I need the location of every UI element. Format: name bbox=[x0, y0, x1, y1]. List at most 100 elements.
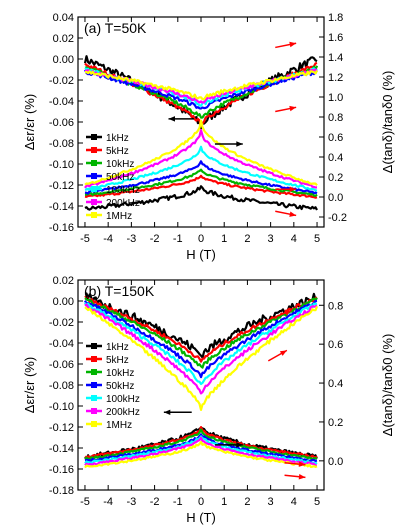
legend-label-1MHz: 1MHz bbox=[106, 211, 132, 222]
y-tick-label-left: -0.16 bbox=[49, 222, 74, 234]
legend-marker-10kHz bbox=[91, 369, 97, 375]
y-tick-label-left: -0.06 bbox=[49, 359, 74, 371]
panel-label: (b) T=150K bbox=[84, 283, 155, 299]
series-layer bbox=[84, 292, 319, 469]
y-tick-label-left: -0.14 bbox=[49, 443, 74, 455]
legend-label-100kHz: 100kHz bbox=[106, 185, 140, 196]
arrow-right-axis-head bbox=[236, 141, 243, 147]
loss-line-100kHz bbox=[84, 435, 318, 465]
legend-marker-1MHz bbox=[91, 421, 97, 427]
y-tick-label-left: -0.10 bbox=[49, 159, 74, 171]
legend-label-5kHz: 5kHz bbox=[106, 355, 129, 366]
legend-label-50kHz: 50kHz bbox=[106, 172, 134, 183]
x-tick-label: -4 bbox=[103, 496, 113, 508]
x-axis-label: H (T) bbox=[186, 510, 216, 525]
x-tick-label: -2 bbox=[150, 233, 160, 245]
legend-label-1MHz: 1MHz bbox=[106, 420, 132, 431]
y-tick-label-right: 0.6 bbox=[328, 132, 343, 144]
loss-line-1MHz bbox=[84, 119, 318, 187]
y-tick-label-left: -0.12 bbox=[49, 180, 74, 192]
y-tick-label-left: -0.02 bbox=[49, 75, 74, 87]
arrow-left-axis-head bbox=[163, 409, 171, 415]
y-tick-label-left: 0.00 bbox=[53, 54, 74, 66]
y-tick-label-right: 0.2 bbox=[328, 172, 343, 184]
y-tick-label-right: 1.8 bbox=[328, 12, 343, 24]
legend-marker-200kHz bbox=[91, 199, 97, 205]
y-tick-label-left: -0.14 bbox=[49, 201, 74, 213]
dielectric-line-200kHz bbox=[84, 303, 318, 395]
y-tick-label-left: -0.04 bbox=[49, 338, 74, 350]
dielectric-line-1MHz bbox=[84, 305, 319, 411]
y-tick-label-right: 0.0 bbox=[328, 192, 343, 204]
y-tick-label-left: 0.04 bbox=[53, 12, 74, 24]
y-tick-label-right: 0.4 bbox=[328, 378, 343, 390]
loss-line-5kHz bbox=[84, 174, 318, 199]
y-tick-label-right: 1.0 bbox=[328, 92, 343, 104]
x-tick-label: 3 bbox=[268, 496, 274, 508]
x-tick-label: -5 bbox=[80, 496, 90, 508]
legend-label-10kHz: 10kHz bbox=[106, 368, 134, 379]
y-tick-label-right: 0.6 bbox=[328, 339, 343, 351]
y-tick-label-right: 0.0 bbox=[328, 456, 343, 468]
y-tick-label-right: 0.4 bbox=[328, 152, 343, 164]
y-axis-label-left: Δεr/εr (%) bbox=[22, 357, 37, 413]
legend-label-100kHz: 100kHz bbox=[106, 394, 140, 405]
sweep-arrow-head bbox=[289, 41, 297, 48]
y-tick-label-left: -0.08 bbox=[49, 380, 74, 392]
y-tick-label-left: -0.02 bbox=[49, 317, 74, 329]
legend-label-10kHz: 10kHz bbox=[106, 159, 134, 170]
sweep-arrow-head bbox=[289, 186, 297, 192]
x-tick-label: 4 bbox=[291, 496, 297, 508]
legend-marker-1kHz bbox=[91, 343, 97, 349]
x-tick-label: 0 bbox=[198, 233, 204, 245]
x-tick-label: -1 bbox=[173, 233, 183, 245]
x-tick-label: 5 bbox=[314, 233, 320, 245]
x-tick-label: -1 bbox=[173, 496, 183, 508]
x-tick-label: -2 bbox=[150, 496, 160, 508]
sweep-arrow-head bbox=[284, 310, 292, 316]
x-tick-label: 3 bbox=[268, 233, 274, 245]
x-axis-label: H (T) bbox=[186, 247, 216, 262]
arrow-right-axis-head bbox=[236, 442, 243, 448]
dielectric-line-50kHz bbox=[83, 69, 318, 110]
legend-label-200kHz: 200kHz bbox=[106, 407, 140, 418]
legend-marker-50kHz bbox=[91, 173, 97, 179]
sweep-arrow-head bbox=[289, 105, 297, 112]
loss-line-200kHz bbox=[84, 129, 318, 189]
y-tick-label-left: -0.12 bbox=[49, 422, 74, 434]
y-axis-label-right: Δ(tanδ)/tanδ0 (%) bbox=[380, 334, 395, 437]
loss-line-100kHz bbox=[84, 145, 318, 192]
x-tick-label: 1 bbox=[221, 496, 227, 508]
y-tick-label-left: 0.02 bbox=[53, 275, 74, 287]
sweep-arrow-head bbox=[279, 350, 287, 356]
legend-label-1kHz: 1kHz bbox=[106, 342, 129, 353]
y-tick-label-right: 0.8 bbox=[328, 112, 343, 124]
y-tick-label-left: -0.10 bbox=[49, 401, 74, 413]
x-tick-label: 2 bbox=[244, 496, 250, 508]
sweep-arrow-head bbox=[289, 211, 297, 217]
y-tick-label-right: 0.8 bbox=[328, 300, 343, 312]
loss-line-1kHz bbox=[84, 185, 318, 211]
x-tick-label: -3 bbox=[126, 496, 136, 508]
series-layer bbox=[83, 55, 319, 211]
legend-marker-100kHz bbox=[91, 186, 97, 192]
y-tick-label-right: 1.2 bbox=[328, 72, 343, 84]
loss-line-200kHz bbox=[84, 436, 317, 467]
y-tick-label-left: -0.04 bbox=[49, 96, 74, 108]
y-tick-label-left: -0.16 bbox=[49, 464, 74, 476]
x-tick-label: -4 bbox=[103, 233, 113, 245]
y-tick-label-right: 1.6 bbox=[328, 32, 343, 44]
x-tick-label: 2 bbox=[244, 233, 250, 245]
loss-line-1MHz bbox=[84, 440, 318, 469]
sweep-arrow-head bbox=[298, 461, 306, 467]
legend-marker-5kHz bbox=[91, 356, 97, 362]
x-tick-label: 0 bbox=[198, 496, 204, 508]
x-tick-label: 4 bbox=[291, 233, 297, 245]
legend-label-200kHz: 200kHz bbox=[106, 198, 140, 209]
dielectric-line-100kHz bbox=[84, 302, 318, 386]
legend-marker-50kHz bbox=[91, 382, 97, 388]
panel-label: (a) T=50K bbox=[84, 20, 147, 36]
sweep-arrow-head bbox=[298, 474, 306, 480]
legend-label-1kHz: 1kHz bbox=[106, 133, 129, 144]
x-tick-label: -5 bbox=[80, 233, 90, 245]
